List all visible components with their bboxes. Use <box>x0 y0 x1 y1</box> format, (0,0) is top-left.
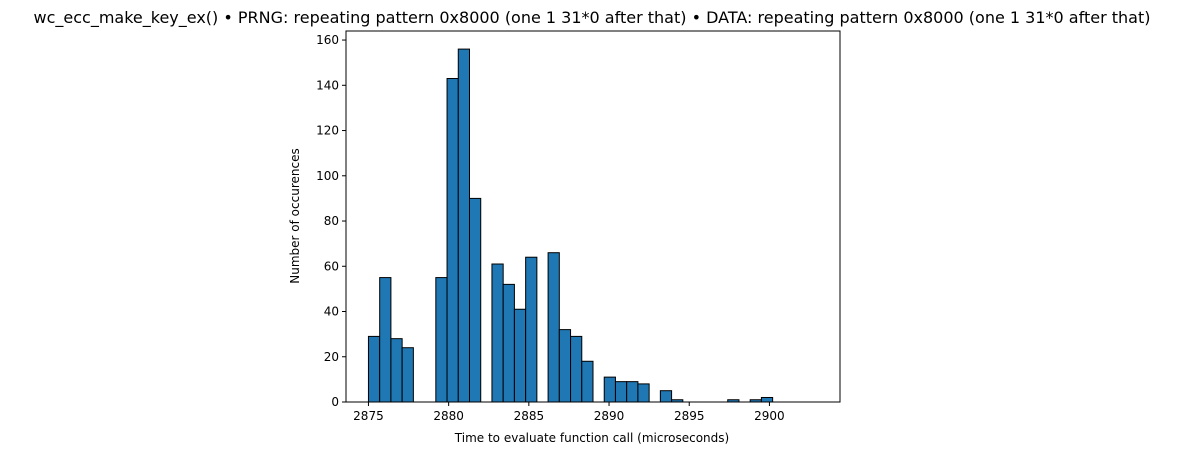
bar <box>379 277 392 403</box>
bars-group <box>367 48 774 403</box>
y-tick-label: 160 <box>316 33 339 47</box>
bar <box>525 256 538 403</box>
bar <box>581 360 594 403</box>
y-tick-label: 140 <box>316 78 339 92</box>
bar <box>760 396 774 403</box>
x-axis-label: Time to evaluate function call (microsec… <box>454 431 729 445</box>
bar <box>446 78 459 403</box>
bar <box>491 263 504 403</box>
x-tick-label: 2885 <box>514 409 545 423</box>
plot-frame <box>345 30 841 403</box>
x-tick-label: 2890 <box>594 409 625 423</box>
bar <box>401 347 414 403</box>
bar <box>367 335 381 403</box>
bar <box>435 277 448 403</box>
bar <box>457 48 470 403</box>
y-tick-label: 20 <box>324 350 339 364</box>
y-axis: 0 20 40 60 80 100 120 140 160 <box>316 33 346 409</box>
bar <box>502 283 515 403</box>
y-tick-label: 120 <box>316 124 339 138</box>
bar <box>603 376 616 403</box>
x-tick-label: 2900 <box>754 409 785 423</box>
bar <box>390 338 403 403</box>
y-axis-label: Number of occurences <box>288 148 302 283</box>
y-tick-label: 0 <box>331 395 339 409</box>
bar <box>513 308 527 403</box>
y-tick-label: 80 <box>324 214 339 228</box>
bar <box>469 197 482 403</box>
chart-title: wc_ecc_make_key_ex() • PRNG: repeating p… <box>34 8 1151 28</box>
bar <box>570 335 583 403</box>
bar <box>637 383 650 403</box>
bar <box>558 329 572 403</box>
x-tick-label: 2895 <box>674 409 705 423</box>
y-tick-label: 60 <box>324 259 339 273</box>
x-tick-label: 2875 <box>353 409 384 423</box>
bar <box>659 390 673 403</box>
bar <box>614 381 628 403</box>
y-tick-label: 100 <box>316 169 339 183</box>
bar <box>626 381 639 403</box>
y-tick-label: 40 <box>324 305 339 319</box>
x-tick-label: 2880 <box>433 409 464 423</box>
bar <box>547 252 560 403</box>
x-axis: 2875 2880 2885 2890 2895 2900 <box>353 402 785 423</box>
